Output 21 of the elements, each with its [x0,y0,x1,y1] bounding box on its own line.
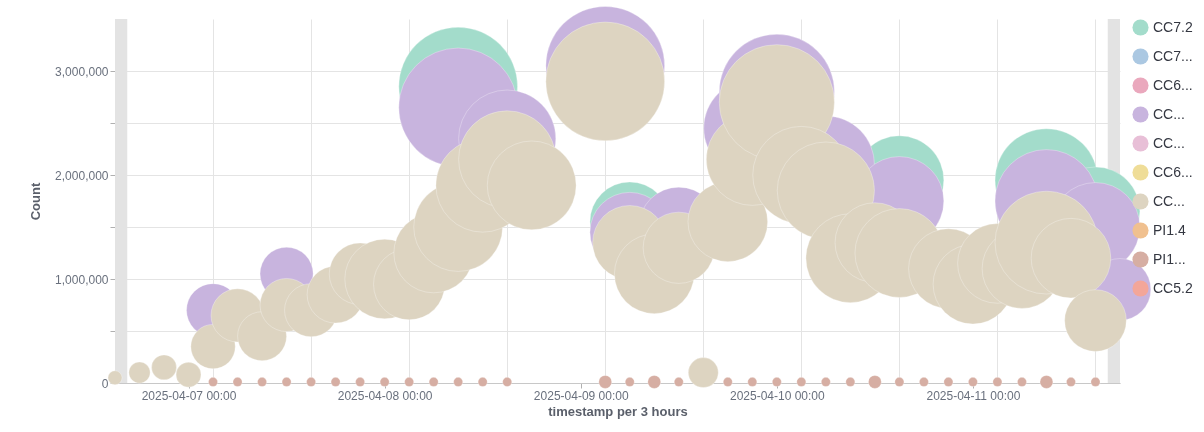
x-tick-label: 2025-04-10 00:00 [729,388,826,403]
x-tick-label: 2025-04-07 00:00 [141,388,237,403]
legend-label: CC... [1153,105,1185,122]
legend-label: CC6... [1153,76,1193,93]
legend-label: CC6... [1153,163,1193,180]
legend-label: CC5.2 [1153,279,1193,296]
legend-label: PI1.4 [1153,221,1186,238]
y-tick-label: 3,000,000 [55,64,109,79]
x-tick-label: 2025-04-08 00:00 [337,388,433,403]
y-axis-title: Count [28,182,44,221]
y-tick-label: 2,000,000 [55,168,109,183]
legend-label: CC... [1153,134,1185,151]
y-tick-label: 1,000,000 [55,272,109,287]
legend-label: PI1... [1153,250,1186,267]
x-tick-label: 2025-04-11 00:00 [926,388,1021,403]
legend-label: CC7... [1153,47,1193,64]
x-axis-title: timestamp per 3 hours [548,403,688,419]
legend-label: CC7.2 [1153,18,1193,35]
y-tick-label: 0 [101,376,109,391]
legend-label: CC... [1153,192,1185,209]
x-tick-label: 2025-04-09 00:00 [533,388,629,403]
